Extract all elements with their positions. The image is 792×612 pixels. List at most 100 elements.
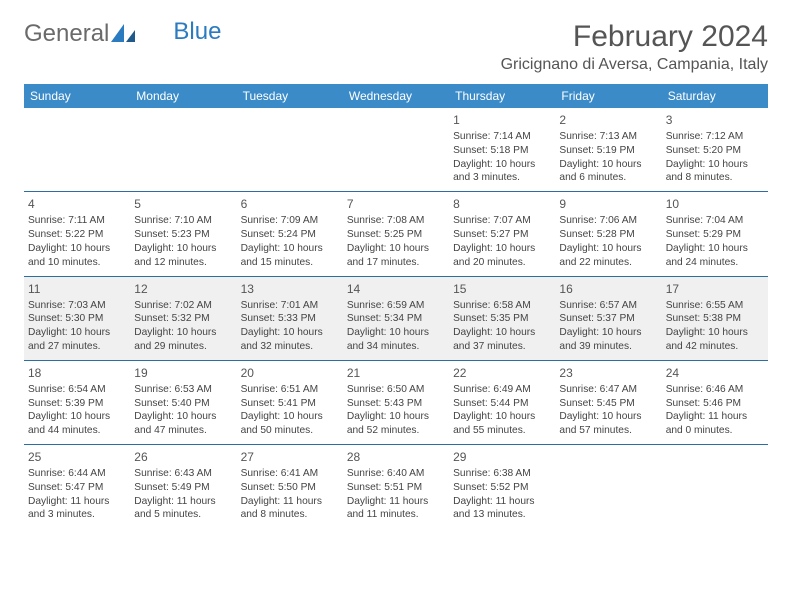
- calendar-day-cell: [237, 108, 343, 192]
- day-number: 9: [559, 196, 657, 212]
- sunrise-line: Sunrise: 7:09 AM: [241, 214, 339, 228]
- calendar-day-cell: 21Sunrise: 6:50 AMSunset: 5:43 PMDayligh…: [343, 360, 449, 444]
- calendar-day-cell: 4Sunrise: 7:11 AMSunset: 5:22 PMDaylight…: [24, 192, 130, 276]
- sunset-line: Sunset: 5:47 PM: [28, 481, 126, 495]
- day-number: 4: [28, 196, 126, 212]
- sunset-line: Sunset: 5:19 PM: [559, 144, 657, 158]
- calendar-day-cell: 11Sunrise: 7:03 AMSunset: 5:30 PMDayligh…: [24, 276, 130, 360]
- sunrise-line: Sunrise: 6:49 AM: [453, 383, 551, 397]
- page-header: General Blue February 2024 Gricignano di…: [24, 20, 768, 74]
- sunrise-line: Sunrise: 7:14 AM: [453, 130, 551, 144]
- sunrise-line: Sunrise: 6:46 AM: [666, 383, 764, 397]
- day-number: 26: [134, 449, 232, 465]
- brand-word2: Blue: [173, 18, 221, 46]
- sunrise-line: Sunrise: 6:40 AM: [347, 467, 445, 481]
- dh-sat: Saturday: [662, 84, 768, 108]
- day-header-row: Sunday Monday Tuesday Wednesday Thursday…: [24, 84, 768, 108]
- sunset-line: Sunset: 5:32 PM: [134, 312, 232, 326]
- sunrise-line: Sunrise: 7:11 AM: [28, 214, 126, 228]
- sunrise-line: Sunrise: 7:06 AM: [559, 214, 657, 228]
- calendar-day-cell: 1Sunrise: 7:14 AMSunset: 5:18 PMDaylight…: [449, 108, 555, 192]
- sunset-line: Sunset: 5:30 PM: [28, 312, 126, 326]
- daylight-line: Daylight: 10 hours and 34 minutes.: [347, 326, 445, 354]
- calendar-week-row: 4 Sunrise: 7:11 AMSunset: 5:22 PM Daylight…: [24, 192, 768, 276]
- calendar-day-cell: 6Sunrise: 7:09 AMSunset: 5:24 PMDaylight…: [237, 192, 343, 276]
- day-number: 1: [453, 112, 551, 128]
- day-number: 17: [666, 281, 764, 297]
- sunset-line: Sunset: 5:20 PM: [666, 144, 764, 158]
- dh-mon: Monday: [130, 84, 236, 108]
- calendar-week-row: 1Sunrise: 7:14 AMSunset: 5:18 PMDaylight…: [24, 108, 768, 192]
- sunset-line: Sunset: 5:23 PM: [134, 228, 232, 242]
- day-number: 27: [241, 449, 339, 465]
- daylight-line: Daylight: 10 hours and 17 minutes.: [347, 242, 445, 270]
- daylight-line: Daylight: 10 hours and 27 minutes.: [28, 326, 126, 354]
- sunset-line: Sunset: 5:51 PM: [347, 481, 445, 495]
- daylight-line: Daylight: 11 hours and 5 minutes.: [134, 495, 232, 523]
- sunset-line: Sunset: 5:22 PM: [28, 228, 126, 242]
- calendar-day-cell: 10Sunrise: 7:04 AMSunset: 5:29 PMDayligh…: [662, 192, 768, 276]
- daylight-line: Daylight: 10 hours and 55 minutes.: [453, 410, 551, 438]
- calendar-day-cell: [130, 108, 236, 192]
- dh-sun: Sunday: [24, 84, 130, 108]
- location-subtitle: Gricignano di Aversa, Campania, Italy: [501, 56, 768, 74]
- calendar-day-cell: [662, 445, 768, 529]
- brand-word1: General: [24, 20, 109, 48]
- day-number: 6: [241, 196, 339, 212]
- sunset-line: Sunset: 5:50 PM: [241, 481, 339, 495]
- calendar-day-cell: 8Sunrise: 7:07 AMSunset: 5:27 PMDaylight…: [449, 192, 555, 276]
- sunrise-line: Sunrise: 6:54 AM: [28, 383, 126, 397]
- sunrise-line: Sunrise: 6:44 AM: [28, 467, 126, 481]
- day-number: 23: [559, 365, 657, 381]
- calendar-day-cell: 24Sunrise: 6:46 AMSunset: 5:46 PMDayligh…: [662, 360, 768, 444]
- sunrise-line: Sunrise: 6:58 AM: [453, 299, 551, 313]
- day-number: 7: [347, 196, 445, 212]
- calendar-day-cell: 16Sunrise: 6:57 AMSunset: 5:37 PMDayligh…: [555, 276, 661, 360]
- dh-wed: Wednesday: [343, 84, 449, 108]
- calendar-day-cell: 12Sunrise: 7:02 AMSunset: 5:32 PMDayligh…: [130, 276, 236, 360]
- sunrise-line: Sunrise: 7:07 AM: [453, 214, 551, 228]
- calendar-day-cell: 25Sunrise: 6:44 AMSunset: 5:47 PMDayligh…: [24, 445, 130, 529]
- sunrise-line: Sunrise: 6:57 AM: [559, 299, 657, 313]
- day-number: 11: [28, 281, 126, 297]
- sunset-line: Sunset: 5:39 PM: [28, 397, 126, 411]
- daylight-line: Daylight: 10 hours and 57 minutes.: [559, 410, 657, 438]
- sunset-line: Sunset: 5:43 PM: [347, 397, 445, 411]
- day-number: 5: [134, 196, 232, 212]
- sunrise-line: Sunrise: 6:51 AM: [241, 383, 339, 397]
- sunrise-line: Sunrise: 6:38 AM: [453, 467, 551, 481]
- sunset-line: Sunset: 5:38 PM: [666, 312, 764, 326]
- calendar-week-row: 25Sunrise: 6:44 AMSunset: 5:47 PMDayligh…: [24, 445, 768, 529]
- calendar-week-row: 11Sunrise: 7:03 AMSunset: 5:30 PMDayligh…: [24, 276, 768, 360]
- sunset-line: Sunset: 5:34 PM: [347, 312, 445, 326]
- sunrise-line: Sunrise: 7:08 AM: [347, 214, 445, 228]
- day-number: 8: [453, 196, 551, 212]
- calendar-day-cell: 22Sunrise: 6:49 AMSunset: 5:44 PMDayligh…: [449, 360, 555, 444]
- calendar-day-cell: 5Sunrise: 7:10 AMSunset: 5:23 PMDaylight…: [130, 192, 236, 276]
- sunrise-line: Sunrise: 6:47 AM: [559, 383, 657, 397]
- sunset-line: Sunset: 5:44 PM: [453, 397, 551, 411]
- daylight-line: Daylight: 11 hours and 13 minutes.: [453, 495, 551, 523]
- calendar-day-cell: 2Sunrise: 7:13 AMSunset: 5:19 PMDaylight…: [555, 108, 661, 192]
- sunset-line: Sunset: 5:46 PM: [666, 397, 764, 411]
- sunrise-line: Sunrise: 7:04 AM: [666, 214, 764, 228]
- day-number: 16: [559, 281, 657, 297]
- day-number: 18: [28, 365, 126, 381]
- sunset-line: Sunset: 5:35 PM: [453, 312, 551, 326]
- calendar-day-cell: 27Sunrise: 6:41 AMSunset: 5:50 PMDayligh…: [237, 445, 343, 529]
- daylight-line: Daylight: 10 hours and 24 minutes.: [666, 242, 764, 270]
- day-number: 2: [559, 112, 657, 128]
- calendar-day-cell: 28Sunrise: 6:40 AMSunset: 5:51 PMDayligh…: [343, 445, 449, 529]
- day-number: 24: [666, 365, 764, 381]
- daylight-line: Daylight: 10 hours and 3 minutes.: [453, 158, 551, 186]
- sunrise-line: Sunrise: 7:01 AM: [241, 299, 339, 313]
- calendar-day-cell: 13Sunrise: 7:01 AMSunset: 5:33 PMDayligh…: [237, 276, 343, 360]
- sunset-line: Sunset: 5:41 PM: [241, 397, 339, 411]
- daylight-line: Daylight: 10 hours and 50 minutes.: [241, 410, 339, 438]
- sunrise-line: Sunrise: 6:59 AM: [347, 299, 445, 313]
- dh-fri: Friday: [555, 84, 661, 108]
- calendar-day-cell: 7Sunrise: 7:08 AMSunset: 5:25 PMDaylight…: [343, 192, 449, 276]
- calendar-day-cell: [343, 108, 449, 192]
- sunset-line: Sunset: 5:24 PM: [241, 228, 339, 242]
- sunrise-line: Sunrise: 6:53 AM: [134, 383, 232, 397]
